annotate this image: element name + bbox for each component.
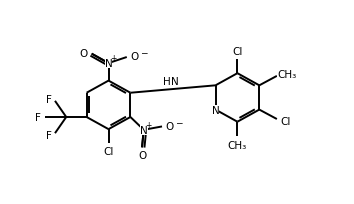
Text: N: N [212, 105, 219, 115]
Text: +: + [110, 54, 116, 63]
Text: O: O [166, 121, 174, 131]
Text: Cl: Cl [232, 47, 242, 57]
Text: CH₃: CH₃ [228, 140, 247, 150]
Text: N: N [140, 125, 148, 135]
Text: F: F [46, 95, 52, 105]
Text: N: N [212, 105, 219, 115]
Text: O: O [130, 52, 139, 62]
Text: Cl: Cl [281, 117, 291, 127]
Text: O: O [138, 151, 146, 161]
Text: N: N [140, 125, 148, 135]
Text: N: N [105, 59, 112, 69]
Text: O: O [130, 52, 139, 62]
Text: F: F [35, 112, 41, 122]
Text: O: O [138, 151, 146, 161]
Text: N: N [105, 59, 112, 69]
Text: F: F [35, 112, 41, 122]
Text: Cl: Cl [281, 117, 291, 127]
Text: F: F [46, 130, 52, 140]
Text: H: H [164, 76, 171, 86]
Text: CH₃: CH₃ [277, 69, 296, 79]
Text: Cl: Cl [103, 146, 114, 156]
Text: O: O [80, 49, 88, 59]
Text: −: − [139, 48, 147, 57]
Text: O: O [166, 121, 174, 131]
Text: Cl: Cl [232, 47, 242, 57]
Text: N: N [171, 76, 179, 86]
Text: −: − [175, 117, 182, 126]
Text: Cl: Cl [103, 146, 114, 156]
Text: CH₃: CH₃ [228, 140, 247, 150]
Text: F: F [46, 130, 52, 140]
Text: CH₃: CH₃ [277, 69, 296, 79]
Text: +: + [145, 120, 152, 129]
Text: F: F [46, 95, 52, 105]
Text: O: O [80, 49, 88, 59]
